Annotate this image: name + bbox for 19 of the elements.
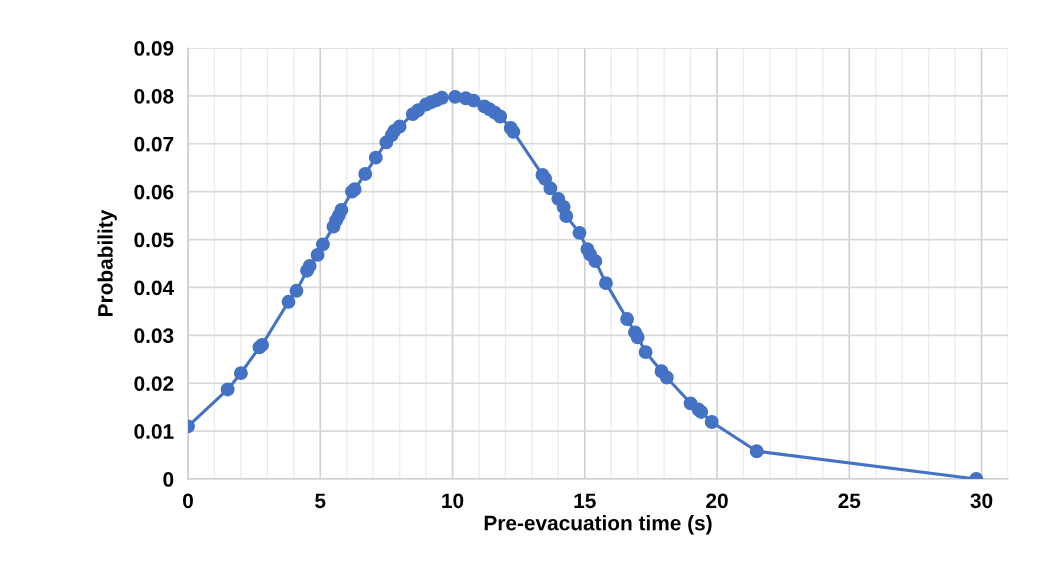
- x-tick-label: 20: [706, 493, 728, 509]
- x-axis-title: Pre-evacuation time (s): [484, 515, 712, 535]
- x-tick-label: 30: [970, 493, 993, 509]
- x-tick-label: 10: [442, 493, 464, 509]
- y-tick-label: 0.03: [134, 328, 174, 344]
- y-tick-label: 0: [163, 472, 174, 487]
- x-tick-label: 5: [315, 493, 326, 509]
- x-tick-label: 25: [838, 493, 861, 509]
- y-tick-label: 0.08: [134, 88, 174, 104]
- y-tick-label: 0.02: [134, 376, 174, 391]
- y-tick-label: 0.01: [134, 424, 174, 439]
- x-tick-label: 0: [183, 493, 193, 509]
- y-tick-label: 0.06: [134, 184, 174, 200]
- y-tick-label: 0.07: [134, 136, 174, 152]
- y-tick-label: 0.09: [134, 41, 174, 56]
- y-axis-title: Probability: [97, 209, 117, 316]
- x-tick-label: 15: [574, 493, 596, 509]
- y-tick-label: 0.04: [134, 280, 174, 296]
- y-tick-label: 0.05: [134, 232, 174, 248]
